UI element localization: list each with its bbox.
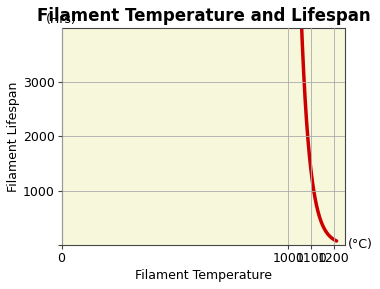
Text: (Hrs): (Hrs) [46,13,77,26]
Title: Filament Temperature and Lifespan: Filament Temperature and Lifespan [36,7,370,25]
Y-axis label: Filament Lifespan: Filament Lifespan [7,81,20,192]
X-axis label: Filament Temperature: Filament Temperature [135,269,272,282]
Text: (°C): (°C) [348,238,373,251]
